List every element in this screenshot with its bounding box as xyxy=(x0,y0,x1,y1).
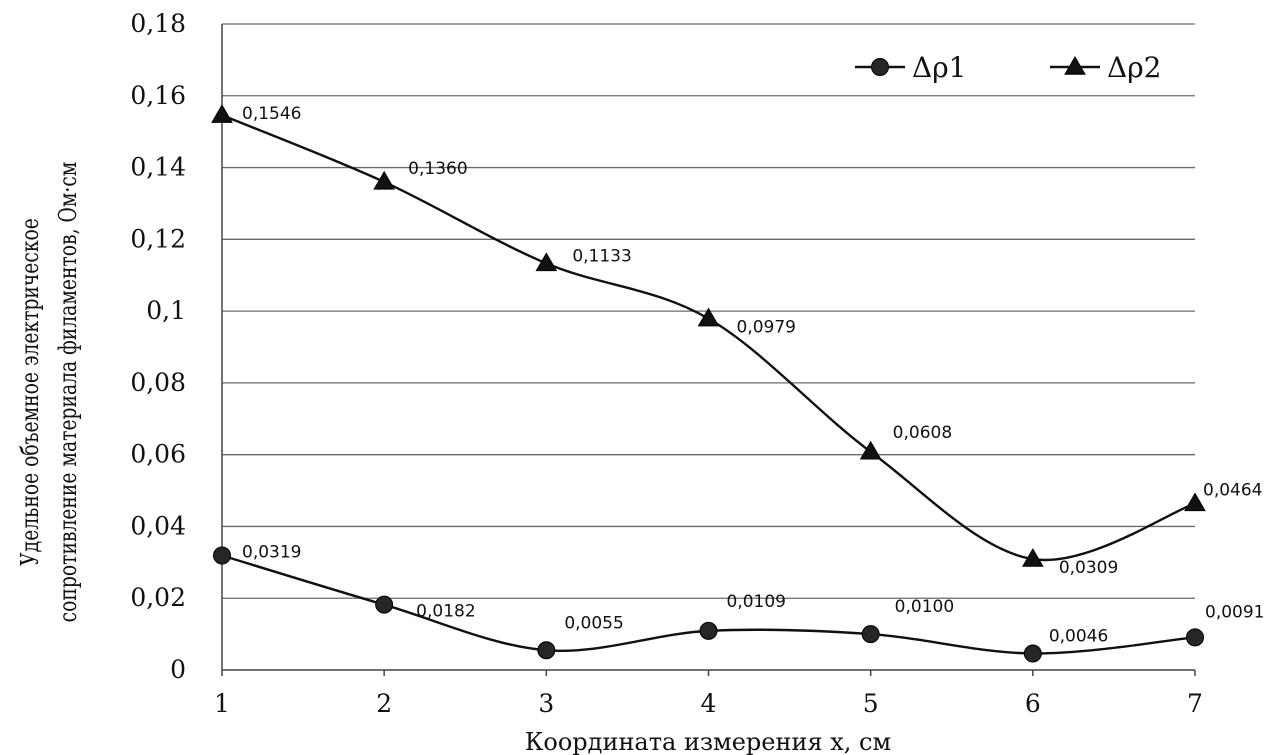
circle-marker xyxy=(700,622,717,639)
data-label: 0,0055 xyxy=(564,613,623,633)
data-label: 0,0608 xyxy=(893,423,952,443)
y-tick-label: 0,08 xyxy=(130,368,186,397)
circle-marker xyxy=(1187,629,1204,646)
x-axis-title: Координата измерения x, см xyxy=(525,728,891,755)
axes xyxy=(222,24,1195,676)
data-label: 0,0182 xyxy=(416,602,475,622)
legend: Δρ1 Δρ2 xyxy=(855,51,1162,84)
x-tick-label: 2 xyxy=(376,689,392,718)
y-tick-label: 0,02 xyxy=(130,583,186,612)
y-axis-title-line1: Удельное объемное электрическое xyxy=(17,218,45,566)
circle-marker xyxy=(538,642,555,659)
data-label: 0,0319 xyxy=(242,543,301,563)
data-labels: 0,0319 0,0182 0,0055 0,0109 0,0100 0,0046 0,00… xyxy=(242,104,1264,646)
circle-marker xyxy=(862,626,879,643)
data-label: 0,0464 xyxy=(1203,480,1262,500)
x-tick-label: 6 xyxy=(1025,689,1041,718)
legend-label: Δρ1 xyxy=(912,51,967,84)
x-tick-label: 5 xyxy=(863,689,879,718)
data-label: 0,0109 xyxy=(727,592,786,612)
data-label: 0,1133 xyxy=(572,246,631,266)
triangle-marker xyxy=(374,172,394,189)
x-tick-labels: 1 2 3 4 5 6 7 xyxy=(214,689,1203,718)
data-label: 0,0100 xyxy=(895,597,954,617)
y-tick-label: 0,12 xyxy=(130,224,186,253)
triangle-marker xyxy=(1185,493,1205,510)
circle-marker xyxy=(214,547,231,564)
circle-marker xyxy=(1024,645,1041,662)
triangle-marker xyxy=(861,442,881,459)
y-tick-labels: 0 0,02 0,04 0,06 0,08 0,1 0,12 0,14 0,16 0,18 xyxy=(130,9,186,684)
data-label: 0,1546 xyxy=(242,104,301,124)
x-tick-label: 7 xyxy=(1187,689,1203,718)
data-label: 0,0046 xyxy=(1049,626,1108,646)
y-tick-label: 0,1 xyxy=(146,296,186,325)
y-tick-label: 0,04 xyxy=(130,511,186,540)
data-label: 0,0091 xyxy=(1205,602,1264,622)
y-axis-title-line2: сопротивление материала филаментов, Ом·с… xyxy=(55,162,83,623)
y-tick-label: 0,14 xyxy=(130,153,186,182)
circle-marker xyxy=(376,596,393,613)
triangle-marker xyxy=(536,253,556,270)
y-tick-label: 0,06 xyxy=(130,440,186,469)
x-tick-label: 1 xyxy=(214,689,230,718)
legend-circle-marker xyxy=(872,59,889,76)
y-tick-label: 0 xyxy=(170,655,186,684)
x-tick-label: 4 xyxy=(701,689,717,718)
y-tick-label: 0,18 xyxy=(130,9,186,38)
x-tick-label: 3 xyxy=(538,689,554,718)
legend-label: Δρ2 xyxy=(1107,51,1162,84)
data-label: 0,0309 xyxy=(1059,558,1118,578)
series-line-2 xyxy=(222,115,1195,560)
y-tick-label: 0,16 xyxy=(130,81,186,110)
triangle-marker xyxy=(212,105,232,122)
series xyxy=(212,105,1205,662)
data-label: 0,1360 xyxy=(408,159,467,179)
data-label: 0,0979 xyxy=(737,318,796,338)
legend-triangle-marker xyxy=(1065,57,1085,74)
